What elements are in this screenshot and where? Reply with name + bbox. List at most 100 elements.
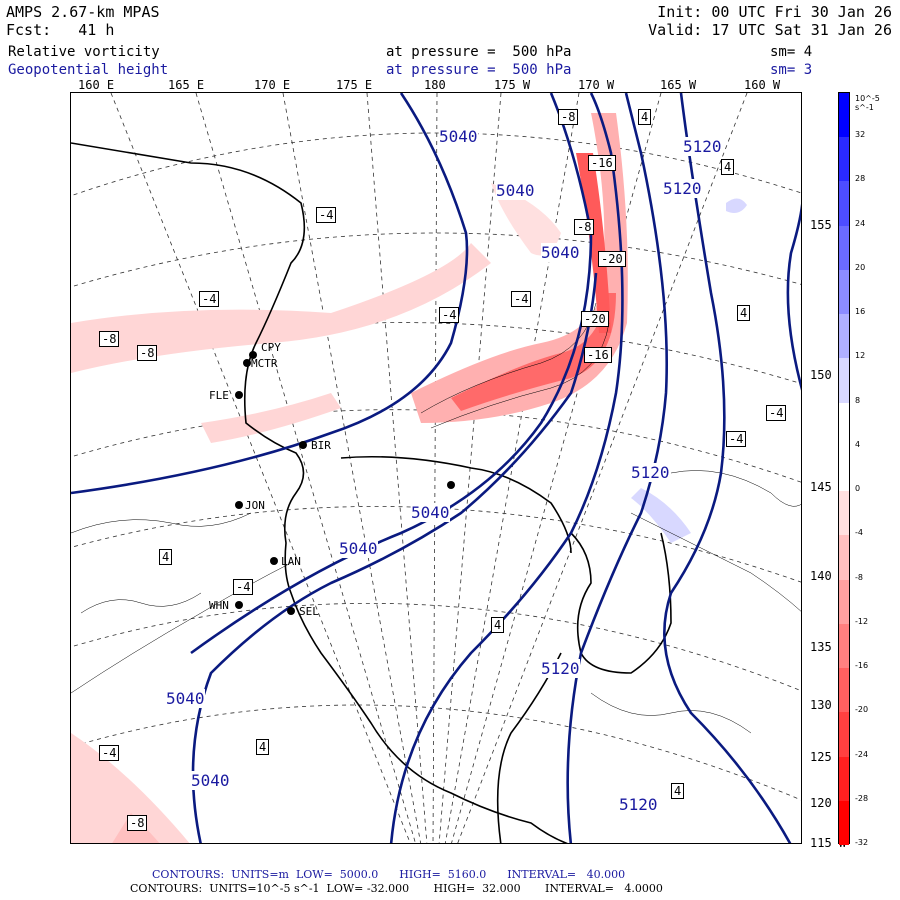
height-label: 5120 (683, 137, 722, 156)
colorbar-tick-label: -20 (855, 705, 869, 715)
vorticity-label: -4 (316, 207, 337, 223)
vorticity-label: -4 (766, 405, 787, 421)
lon-label: 175 W (494, 78, 531, 92)
lon-label: 170 E (254, 78, 291, 92)
station-label: LAN (281, 555, 301, 568)
vorticity-label: -4 (199, 291, 220, 307)
colorbar-tick-label: -16 (855, 661, 869, 671)
field1-level: at pressure = 500 hPa (386, 44, 572, 60)
lon-label: 165 W (660, 78, 697, 92)
vorticity-label: 4 (638, 109, 652, 125)
vorticity-label: -4 (439, 307, 460, 323)
field2-name: Geopotential height (8, 62, 169, 78)
init-time: Init: 00 UTC Fri 30 Jan 26 (657, 3, 892, 21)
colorbar-unit: 10^-5 s^-1 (855, 94, 880, 112)
vorticity-contours (71, 302, 801, 734)
colorbar-segment (839, 491, 849, 536)
lat-label: 115 W (810, 836, 847, 850)
map-canvas (71, 93, 801, 843)
lon-label: 175 E (336, 78, 373, 92)
colorbar-segment (839, 668, 849, 713)
height-label: 5040 (541, 243, 580, 262)
field2-smooth: sm= 3 (770, 62, 813, 78)
colorbar-tick-label: -12 (855, 616, 869, 626)
footer-height-contours: CONTOURS: UNITS=m LOW= 5000.0 HIGH= 5160… (152, 868, 626, 881)
model-title: AMPS 2.67-km MPAS (6, 3, 160, 21)
lon-label: 160 E (78, 78, 115, 92)
height-label: 5120 (619, 795, 658, 814)
footer-vorticity-contours: CONTOURS: UNITS=10^-5 s^-1 LOW= -32.000 … (130, 882, 663, 895)
vorticity-label: -20 (581, 311, 609, 327)
coastline (71, 142, 672, 843)
colorbar-tick-label: -32 (855, 838, 869, 847)
vorticity-shading (71, 113, 747, 843)
height-label: 5040 (439, 127, 478, 146)
vorticity-label: 4 (721, 159, 735, 175)
height-label: 5120 (541, 659, 580, 678)
vorticity-label: -8 (137, 345, 158, 361)
colorbar-segment (839, 358, 849, 403)
colorbar-tick-label: 24 (855, 218, 866, 228)
colorbar-segment (839, 225, 849, 270)
vorticity-label: 4 (737, 305, 751, 321)
colorbar-segment (839, 756, 849, 801)
colorbar-tick-label: 28 (855, 174, 866, 184)
valid-time: Valid: 17 UTC Sat 31 Jan 26 (648, 21, 892, 39)
lat-label: 120 W (810, 796, 847, 810)
vorticity-label: -4 (511, 291, 532, 307)
colorbar-segment (839, 402, 849, 447)
colorbar-segment (839, 137, 849, 182)
lat-label: 155 W (810, 218, 847, 232)
vorticity-label: -8 (127, 815, 148, 831)
height-label: 5040 (191, 771, 230, 790)
height-label: 5040 (496, 181, 535, 200)
height-label: 5040 (411, 503, 450, 522)
lon-label: 180 (424, 78, 446, 92)
lat-label: 145 W (810, 480, 847, 494)
height-label: 5120 (631, 463, 670, 482)
height-label: 5120 (663, 179, 702, 198)
vorticity-label: -4 (99, 745, 120, 761)
forecast-hour: Fcst: 41 h (6, 21, 115, 39)
station-label: MCTR (251, 357, 278, 370)
vorticity-label: -8 (99, 331, 120, 347)
colorbar-segment (839, 712, 849, 757)
station-label: BIR (311, 439, 331, 452)
colorbar-segment (839, 93, 849, 138)
colorbar-tick-label: 12 (855, 351, 866, 361)
station-label: JON (245, 499, 265, 512)
lat-label: 125 W (810, 750, 847, 764)
field1-name: Relative vorticity (8, 44, 160, 60)
colorbar-tick-label: -8 (855, 572, 863, 582)
colorbar-segment (839, 800, 849, 845)
vorticity-label: -8 (558, 109, 579, 125)
lon-label: 165 E (168, 78, 205, 92)
station-dots (235, 351, 455, 615)
colorbar-tick-label: 8 (855, 395, 861, 405)
station-label: FLE (209, 389, 229, 402)
lat-label: 150 W (810, 368, 847, 382)
vorticity-label: -4 (726, 431, 747, 447)
vorticity-label: -16 (584, 347, 612, 363)
station-label: CPY (261, 341, 281, 354)
colorbar-segment (839, 446, 849, 492)
vorticity-label: -4 (233, 579, 254, 595)
field2-level: at pressure = 500 hPa (386, 62, 572, 78)
colorbar-segment (839, 269, 849, 315)
map-panel: CPY MCTR FLE BIR LAN WHN SEL JON 5040 50… (70, 92, 802, 844)
vorticity-label: 4 (256, 739, 270, 755)
lat-label: 140 W (810, 569, 847, 583)
colorbar (838, 92, 850, 845)
colorbar-tick-label: 0 (855, 484, 861, 494)
colorbar-tick-label: -28 (855, 793, 869, 803)
colorbar-segment (839, 181, 849, 226)
vorticity-label: -20 (598, 251, 626, 267)
station-label: WHN (209, 599, 229, 612)
height-label: 5040 (339, 539, 378, 558)
colorbar-segment (839, 579, 849, 624)
colorbar-tick-label: 16 (855, 307, 866, 317)
colorbar-segment (839, 314, 849, 359)
colorbar-tick-label: -24 (855, 749, 869, 759)
vorticity-label: 4 (159, 549, 173, 565)
vorticity-label: -16 (588, 155, 616, 171)
